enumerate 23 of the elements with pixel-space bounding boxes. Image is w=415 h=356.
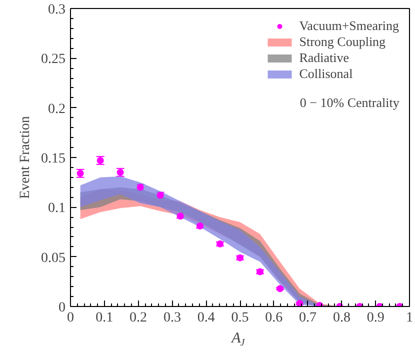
- annotation: 0 − 10% Centrality: [300, 94, 400, 110]
- legend-label: Strong Coupling: [299, 34, 386, 50]
- x-tick-label: 0.6: [265, 310, 283, 326]
- x-tick-label: 1: [406, 310, 413, 326]
- y-tick-label: 0.2: [48, 102, 66, 117]
- y-tick-label: 0: [58, 300, 66, 316]
- x-tick-label: 0.1: [96, 310, 114, 326]
- legend-label: Collisonal: [299, 66, 353, 82]
- y-tick-label: 0.1: [48, 201, 66, 216]
- legend-label: Radiative: [299, 50, 350, 66]
- x-tick-label: 0.4: [197, 310, 215, 326]
- x-tick-label: 0.3: [163, 310, 181, 326]
- x-tick-label: 0.7: [299, 310, 317, 326]
- y-tick-label: 0.3: [48, 2, 66, 18]
- y-tick-label: 0.25: [41, 52, 66, 68]
- x-tick-label: 0.8: [332, 310, 350, 326]
- legend-label: Vacuum+Smearing: [299, 18, 399, 34]
- x-tick-label: 0.9: [366, 310, 384, 326]
- y-axis-title: Event Fraction: [18, 116, 33, 199]
- y-tick-label: 0.15: [41, 152, 66, 166]
- x-tick-label: 0.5: [231, 310, 249, 326]
- y-tick-label: 0.05: [41, 250, 66, 266]
- x-tick-label: 0.2: [130, 310, 148, 326]
